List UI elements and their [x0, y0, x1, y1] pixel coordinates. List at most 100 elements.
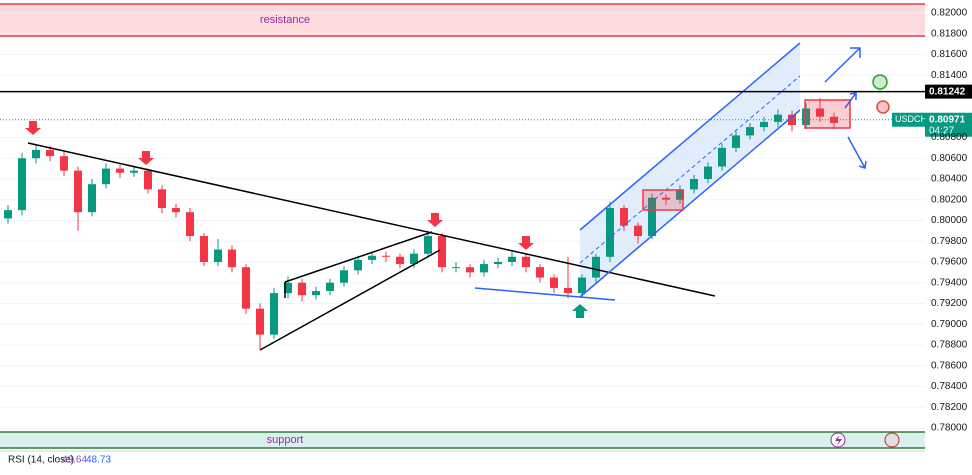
support-line — [474, 287, 616, 301]
symbol-tag — [892, 112, 925, 127]
candle-body — [46, 149, 54, 157]
candle-body — [368, 255, 376, 260]
y-tick-label: 0.79400 — [931, 277, 968, 288]
channel-line — [579, 42, 801, 231]
price-tag — [925, 112, 972, 137]
candle-body — [592, 256, 600, 278]
candle-body — [662, 197, 670, 200]
level-tag — [925, 84, 972, 99]
candle-body — [4, 210, 12, 219]
candle-body — [522, 256, 530, 268]
channel-fill — [580, 43, 800, 297]
candle-body — [760, 121, 768, 128]
resistance-zone — [0, 3, 925, 37]
candle-body — [508, 256, 516, 262]
event-icon — [835, 435, 842, 446]
indicator-value: 48.73 — [86, 455, 111, 466]
price-tag-label: 0.80971 — [929, 114, 966, 125]
circle — [876, 100, 890, 114]
candle-body — [32, 149, 40, 159]
y-tick-label: 0.81800 — [931, 28, 968, 39]
candle-body — [732, 135, 740, 148]
candle-body — [214, 249, 222, 262]
y-tick-label: 0.80600 — [931, 153, 968, 164]
candle-body — [200, 236, 208, 262]
resistance-label: resistance — [260, 14, 310, 26]
candle-body — [466, 267, 474, 273]
y-tick-label: 0.80800 — [931, 132, 968, 143]
indicator-label: RSI (14, close) — [8, 455, 74, 466]
candle-body — [578, 277, 586, 294]
candle-body — [158, 189, 166, 209]
price-axis — [925, 0, 972, 470]
y-tick-label: 0.81400 — [931, 70, 968, 81]
candle-body — [130, 170, 138, 173]
candle-body — [88, 184, 96, 213]
down-arrow — [518, 236, 534, 250]
candle-body — [312, 291, 320, 296]
candle-body — [298, 282, 306, 296]
candle-body — [326, 282, 334, 292]
y-tick-label: 0.78000 — [931, 423, 968, 434]
candle-body — [382, 255, 390, 257]
candle-body — [186, 212, 194, 237]
candle-body — [144, 170, 152, 190]
candle-body — [410, 253, 418, 265]
candle-body — [340, 270, 348, 283]
y-tick-label: 0.80400 — [931, 174, 968, 185]
arrow — [844, 92, 857, 109]
y-tick-label: 0.80200 — [931, 194, 968, 205]
candle-body — [228, 249, 236, 268]
candle-body — [438, 236, 446, 268]
y-tick-label: 0.82000 — [931, 8, 968, 19]
support-label: support — [267, 434, 304, 446]
candle-body — [116, 168, 124, 173]
support-zone — [0, 432, 925, 449]
drawings — [27, 42, 890, 351]
candle-body — [746, 127, 754, 136]
candle-body — [606, 208, 614, 257]
trend-line — [27, 142, 716, 297]
candle-body — [60, 156, 68, 171]
wedge-line — [284, 231, 433, 283]
candle-body — [242, 267, 250, 309]
candle-body — [284, 282, 292, 294]
flag-icon[interactable] — [884, 432, 900, 448]
candle-body — [102, 168, 110, 185]
y-tick-label: 0.79200 — [931, 298, 968, 309]
y-tick-label: 0.79800 — [931, 236, 968, 247]
y-tick-label: 0.79600 — [931, 257, 968, 268]
candle-body — [802, 108, 810, 126]
candle-body — [424, 236, 432, 254]
circle — [872, 74, 888, 90]
candle-body — [480, 264, 488, 273]
y-tick-label: 0.79000 — [931, 319, 968, 330]
candle-body — [690, 178, 698, 190]
wedge-line — [259, 249, 441, 351]
candle-body — [816, 108, 824, 117]
candle-body — [550, 277, 558, 288]
candle-body — [396, 256, 404, 265]
candle-body — [676, 189, 684, 200]
candle-body — [256, 308, 264, 335]
countdown-label: 04:27 — [929, 125, 954, 136]
y-tick-label: 0.78200 — [931, 402, 968, 413]
symbol-tag-label: USDCHF — [895, 114, 933, 124]
y-tick-label: 0.80000 — [931, 215, 968, 226]
candle-body — [718, 147, 726, 167]
y-tick-label: 0.78400 — [931, 381, 968, 392]
candle-body — [564, 287, 572, 294]
indicator-value: 49.64 — [62, 455, 87, 466]
signal-arrows — [25, 121, 588, 318]
candle-body — [634, 225, 642, 237]
candle-body — [74, 170, 82, 213]
box — [642, 189, 684, 211]
candle-body — [270, 293, 278, 335]
candle-body — [704, 166, 712, 179]
y-tick-label: 0.78600 — [931, 360, 968, 371]
down-arrow — [25, 121, 41, 135]
candle-body — [452, 267, 460, 269]
level-tag-label: 0.81242 — [929, 86, 966, 97]
candle-body — [536, 267, 544, 278]
